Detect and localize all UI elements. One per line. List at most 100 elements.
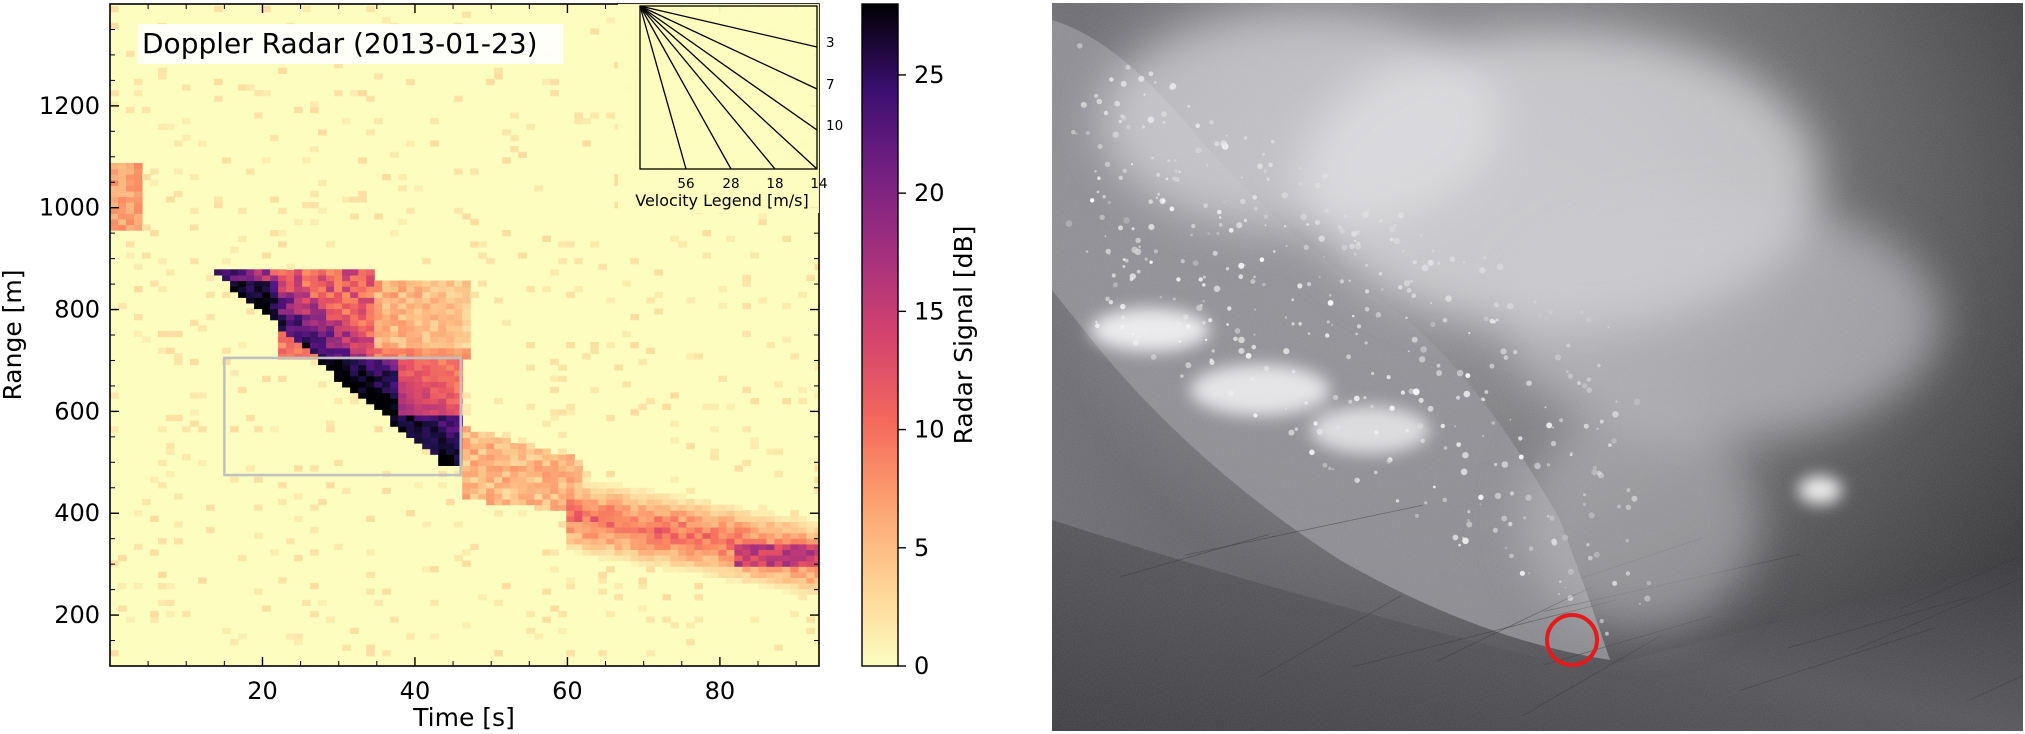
- heatmap-cell: [382, 302, 391, 310]
- heatmap-cell: [390, 151, 399, 158]
- heatmap-cell: [614, 594, 623, 601]
- heatmap-cell: [278, 274, 287, 282]
- heatmap-cell: [494, 471, 503, 478]
- heatmap-cell: [494, 297, 503, 304]
- heatmap-cell: [206, 527, 215, 534]
- heatmap-cell: [238, 274, 247, 282]
- heatmap-cell: [358, 274, 367, 282]
- heatmap-cell: [766, 342, 775, 349]
- heatmap-cell: [390, 616, 399, 623]
- heatmap-cell: [462, 297, 471, 304]
- heatmap-cell: [134, 543, 143, 550]
- heatmap-cell: [414, 426, 423, 433]
- heatmap-cell: [646, 560, 655, 567]
- heatmap-cell: [454, 375, 463, 382]
- heatmap-cell: [670, 622, 679, 629]
- heatmap-cell: [774, 448, 783, 455]
- heatmap-cell: [158, 73, 167, 80]
- heatmap-cell: [774, 555, 783, 562]
- heatmap-cell: [390, 347, 399, 354]
- heatmap-cell: [374, 330, 383, 338]
- heatmap-cell: [262, 291, 271, 298]
- heatmap-cell: [798, 538, 807, 545]
- heatmap-cell: [606, 482, 615, 489]
- heatmap-cell: [534, 465, 543, 472]
- heatmap-cell: [662, 549, 671, 556]
- heatmap-cell: [206, 504, 215, 511]
- heatmap-cell: [614, 515, 623, 522]
- heatmap-cell: [382, 650, 391, 657]
- heatmap-cell: [118, 179, 127, 186]
- heatmap-cell: [422, 280, 431, 287]
- heatmap-cell: [622, 527, 631, 534]
- heatmap-cell: [462, 11, 471, 18]
- heatmap-cell: [694, 538, 703, 545]
- heatmap-cell: [422, 353, 431, 360]
- heatmap-cell: [550, 566, 559, 573]
- colorbar-tick-label: 5: [914, 534, 929, 562]
- heatmap-cell: [406, 370, 415, 377]
- heatmap-cell: [310, 101, 319, 108]
- heatmap-cell: [702, 499, 711, 506]
- heatmap-cell: [758, 549, 767, 556]
- heatmap-cell: [686, 353, 695, 360]
- heatmap-cell: [694, 521, 703, 528]
- heatmap-cell: [606, 611, 615, 618]
- heatmap-cell: [358, 280, 367, 287]
- heatmap-cell: [422, 426, 431, 433]
- heatmap-cell: [374, 118, 383, 125]
- heatmap-cell: [758, 504, 767, 511]
- heatmap-cell: [606, 414, 615, 422]
- heatmap-cell: [166, 196, 175, 203]
- heatmap-cell: [406, 291, 415, 298]
- heatmap-cell: [526, 364, 535, 371]
- heatmap-cell: [446, 381, 455, 388]
- heatmap-cell: [382, 347, 391, 354]
- heatmap-cell: [638, 358, 647, 366]
- heatmap-cell: [598, 493, 607, 500]
- heatmap-cell: [254, 504, 263, 511]
- heatmap-cell: [582, 532, 591, 539]
- heatmap-cell: [814, 263, 819, 270]
- heatmap-cell: [134, 78, 143, 86]
- heatmap-cell: [478, 252, 487, 259]
- heatmap-cell: [118, 302, 127, 310]
- heatmap-cell: [806, 527, 815, 534]
- heatmap-cell: [278, 375, 287, 382]
- heatmap-cell: [262, 252, 271, 259]
- heatmap-cell: [750, 616, 759, 623]
- heatmap-cell: [606, 555, 615, 562]
- heatmap-cell: [190, 392, 199, 399]
- heatmap-cell: [558, 476, 567, 483]
- heatmap-cell: [558, 375, 567, 382]
- heatmap-cell: [390, 297, 399, 304]
- heatmap-cell: [502, 454, 511, 461]
- heatmap-cell: [182, 611, 191, 618]
- heatmap-cell: [214, 196, 223, 203]
- heatmap-cell: [110, 224, 119, 231]
- heatmap-cell: [542, 465, 551, 472]
- heatmap-cell: [638, 403, 647, 410]
- heatmap-cell: [118, 218, 127, 226]
- heatmap-cell: [342, 319, 351, 326]
- heatmap-cell: [710, 448, 719, 455]
- heatmap-cell: [190, 319, 199, 326]
- heatmap-cell: [446, 392, 455, 399]
- heatmap-cell: [654, 560, 663, 567]
- heatmap-cell: [774, 471, 783, 478]
- heatmap-cell: [278, 336, 287, 343]
- heatmap-cell: [166, 123, 175, 130]
- photo-grain: [1052, 3, 2023, 731]
- heatmap-cell: [326, 269, 335, 276]
- heatmap-cell: [318, 302, 327, 310]
- heatmap-cell: [406, 336, 415, 343]
- heatmap-cell: [406, 140, 415, 147]
- heatmap-cell: [190, 174, 199, 181]
- heatmap-cell: [598, 515, 607, 522]
- heatmap-cell: [566, 403, 575, 410]
- heatmap-cell: [342, 358, 351, 366]
- heatmap-cell: [278, 314, 287, 321]
- heatmap-cell: [166, 471, 175, 478]
- heatmap-cell: [374, 302, 383, 310]
- heatmap-cell: [598, 588, 607, 595]
